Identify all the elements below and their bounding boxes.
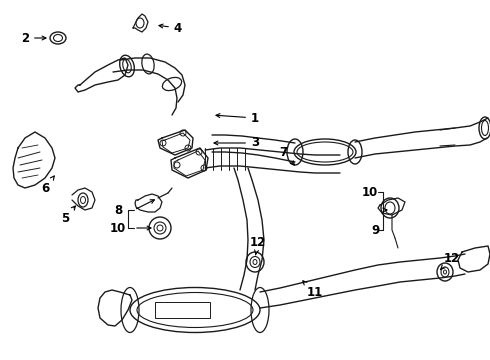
Text: 6: 6: [41, 176, 54, 194]
Text: 5: 5: [61, 206, 75, 225]
Text: 10: 10: [110, 221, 126, 234]
Text: 1: 1: [216, 112, 259, 125]
Bar: [155, 302, 210, 318]
Text: 9: 9: [371, 224, 379, 237]
Text: 12: 12: [441, 252, 460, 269]
Text: 11: 11: [303, 281, 323, 300]
Text: 3: 3: [214, 136, 259, 149]
Text: 2: 2: [21, 31, 46, 45]
Text: 4: 4: [159, 22, 182, 35]
Text: 10: 10: [362, 185, 378, 198]
Text: 8: 8: [114, 203, 122, 216]
Text: 12: 12: [250, 237, 266, 255]
Text: 7: 7: [279, 145, 294, 165]
